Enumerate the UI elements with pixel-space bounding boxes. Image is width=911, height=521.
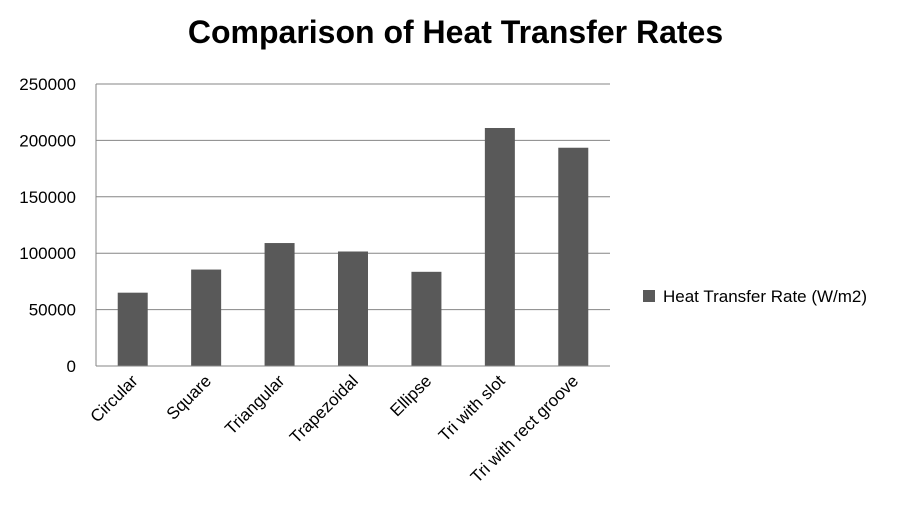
x-category-label: Ellipse <box>386 371 435 420</box>
bar <box>484 127 515 366</box>
x-category-label: Circular <box>87 371 142 426</box>
y-axis-tick-labels: 0 50000 100000 150000 200000 250000 <box>19 75 76 376</box>
y-tick-label: 150000 <box>19 188 76 207</box>
y-tick-label: 0 <box>67 357 76 376</box>
bar <box>558 147 589 366</box>
chart-title: Comparison of Heat Transfer Rates <box>187 14 724 50</box>
bar <box>338 251 368 366</box>
legend: Heat Transfer Rate (W/m2) <box>643 287 867 306</box>
x-category-label: Square <box>163 371 215 423</box>
x-category-label: Triangular <box>221 371 288 438</box>
y-tick-label: 50000 <box>29 301 76 320</box>
y-tick-label: 100000 <box>19 244 76 263</box>
x-category-label: Trapezoidal <box>286 371 362 447</box>
bar <box>411 271 442 366</box>
bars <box>117 127 589 366</box>
bar <box>117 292 148 366</box>
legend-label: Heat Transfer Rate (W/m2) <box>663 287 867 306</box>
y-tick-label: 200000 <box>19 131 76 150</box>
y-tick-label: 250000 <box>19 75 76 94</box>
legend-swatch <box>643 290 655 302</box>
x-category-label: Tri with slot <box>435 371 509 445</box>
bar <box>264 243 295 366</box>
bar <box>191 269 222 366</box>
